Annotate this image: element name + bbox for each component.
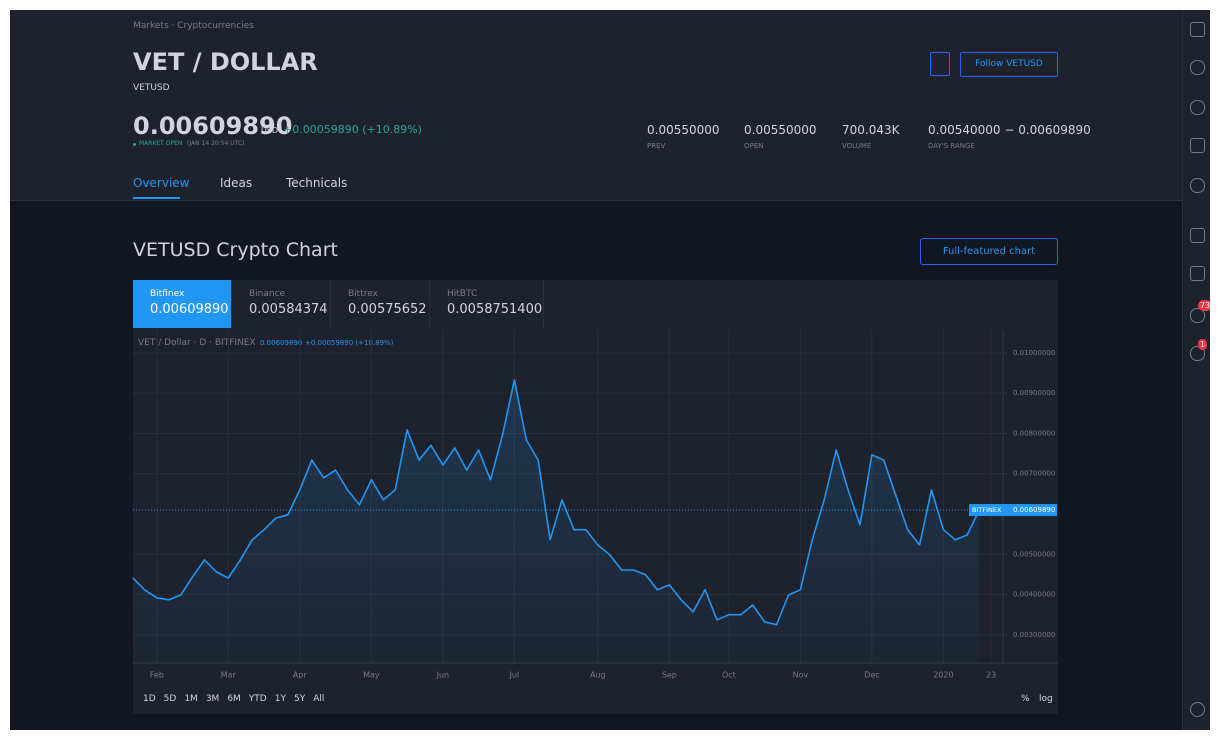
exchange-name: Bitfinex [150,289,185,299]
symbol-title: VET / DOLLAR [133,48,318,76]
exchange-tab[interactable]: Bittrex 0.00575652 [331,280,430,328]
notification-badge: 73 [1198,300,1210,311]
x-tick-label: Feb [150,671,164,680]
percent-toggle[interactable]: % [1021,694,1030,704]
stat: 0.00550000 PREV [647,123,720,150]
exchange-price: 0.00609890 [150,302,229,317]
sidebar-icon[interactable] [1190,346,1205,361]
exchange-tab[interactable]: Bitfinex 0.00609890 [133,280,232,328]
x-tick-label: May [363,671,380,680]
range-button[interactable]: YTD [248,694,267,704]
header: Markets · Cryptocurrencies VET / DOLLAR … [10,10,1182,201]
range-button[interactable]: 1M [184,694,198,704]
badge-exchange: BITFINEX [972,506,1002,514]
x-tick-label: Oct [722,671,736,680]
y-tick-label: 0.01000000 [1013,349,1055,357]
price: 0.00609890 [133,112,293,140]
y-tick-label: 0.00800000 [1013,429,1055,437]
legend-price: 0.00609890 [260,339,303,347]
stat-label: VOLUME [842,142,872,150]
stat-value: 700.043K [842,123,900,137]
exchange-name: Bittrex [348,289,378,299]
stat-label: OPEN [744,142,764,150]
x-tick-label: Sep [662,671,677,680]
help-icon[interactable] [1190,702,1205,717]
full-chart-button[interactable]: Full-featured chart [920,238,1058,265]
range-button[interactable]: 6M [227,694,241,704]
y-tick-label: 0.00700000 [1013,470,1055,478]
stat: 0.00550000 OPEN [744,123,817,150]
x-tick-label: Mar [221,671,237,680]
stat: 0.00540000 − 0.00609890 DAY'S RANGE [928,123,1091,150]
exchange-price: 0.0058751400 [447,302,543,317]
stat: 700.043K VOLUME [842,123,900,150]
price-change: +0.00059890 (+10.89%) [283,123,422,136]
exchange-price: 0.00575652 [348,302,427,317]
sidebar: 73 1 [1182,10,1210,730]
last-price-badge [969,504,1057,517]
range-bar: 1D 5D 1M 3M 6M YTD 1Y 5Y All [143,694,324,704]
x-tick-label: 2020 [933,671,953,680]
tab[interactable]: Overview [133,176,190,190]
follow-button[interactable]: Follow VETUSD [960,52,1058,77]
legend-change: +0.00059890 (+10.89%) [305,339,394,347]
badge-price: 0.00609890 [1013,506,1055,514]
tab[interactable]: Technicals [286,176,348,190]
stat-label: DAY'S RANGE [928,142,975,150]
exchange-price: 0.00584374 [249,302,328,317]
tab-underline [133,197,180,199]
app: Markets · Cryptocurrencies VET / DOLLAR … [10,10,1210,730]
sidebar-icon[interactable] [1190,228,1205,243]
price-line [132,379,980,626]
sidebar-icon[interactable] [1190,22,1205,37]
notification-badge: 1 [1198,339,1208,350]
x-tick-label: Apr [293,671,308,680]
y-tick-label: 0.00900000 [1013,389,1055,397]
status-dot [133,143,136,146]
exchange-tab[interactable]: Binance 0.00584374 [232,280,331,328]
range-button[interactable]: 5Y [293,694,306,704]
tab[interactable]: Ideas [220,176,253,190]
x-tick-label: Nov [793,671,809,680]
range-button[interactable]: All [313,694,325,704]
sidebar-icon[interactable] [1190,178,1205,193]
exchange-name: HitBTC [447,289,478,299]
x-tick-label: Jun [436,671,450,680]
range-button[interactable]: 1D [143,694,156,704]
market-status: MARKET OPEN [139,140,183,147]
range-button[interactable]: 5D [163,694,177,704]
log-toggle[interactable]: log [1039,694,1053,704]
y-tick-label: 0.00300000 [1013,631,1055,639]
section-title: VETUSD Crypto Chart [133,239,338,261]
alert-button[interactable] [930,52,950,76]
price-chart: 0.00300000 0.00400000 0.00500000 0.00700000… [132,330,1058,680]
exchange-tab[interactable]: HitBTC 0.0058751400 [430,280,544,328]
x-tick-label: 23 [986,671,996,680]
sidebar-icon[interactable] [1190,308,1205,323]
y-tick-label: 0.00400000 [1013,591,1055,599]
stat-value: 0.00550000 [744,123,817,137]
sidebar-icon[interactable] [1190,138,1205,153]
sidebar-icon[interactable] [1190,60,1205,75]
stat-label: PREV [647,142,666,150]
breadcrumb[interactable]: Markets · Cryptocurrencies [133,21,254,31]
x-tick-label: Dec [864,671,879,680]
status-time: (JAN 14 20:54 UTC) [187,140,245,147]
x-tick-label: Jul [509,671,520,680]
y-tick-label: 0.00500000 [1013,550,1055,558]
chart-legend: VET / Dollar · D · BITFINEX [138,338,256,348]
sidebar-icon[interactable] [1190,100,1205,115]
sidebar-icon[interactable] [1190,266,1205,281]
stat-value: 0.00550000 [647,123,720,137]
range-button[interactable]: 3M [205,694,220,704]
currency: USD [261,126,279,135]
symbol-code: VETUSD [133,83,170,93]
exchange-name: Binance [249,289,286,299]
stat-value: 0.00540000 − 0.00609890 [928,123,1091,137]
range-button[interactable]: 1Y [274,694,286,704]
x-tick-label: Aug [590,671,606,680]
